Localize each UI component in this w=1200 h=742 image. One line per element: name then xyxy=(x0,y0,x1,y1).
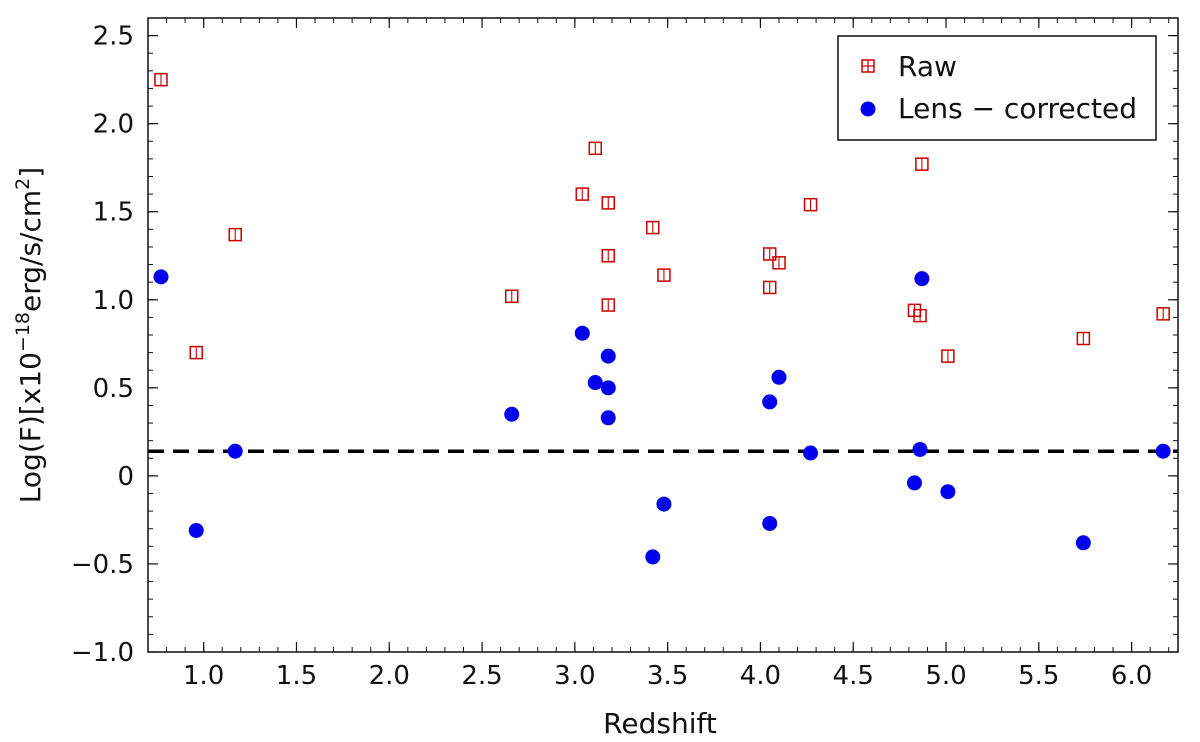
lens-corrected-point xyxy=(153,269,169,285)
lens-corrected-point xyxy=(600,410,616,426)
lens-corrected-point xyxy=(1155,443,1171,459)
y-axis-title: Log(F)[x10−18erg/s/cm2] xyxy=(12,167,47,503)
x-tick-label: 1.0 xyxy=(183,661,224,691)
lens-corrected-point xyxy=(940,484,956,500)
legend: Raw Lens − corrected xyxy=(837,35,1157,141)
lens-corrected-point xyxy=(504,406,520,422)
raw-point xyxy=(601,196,616,210)
legend-label-raw: Raw xyxy=(898,50,957,83)
axis-tick-labels: 1.0 1.5 2.0 2.5 3.0 3.5 4.0 4.5 5.0 5.5 6.0 −1.0 −0.… xyxy=(71,22,1152,691)
raw-point xyxy=(762,247,777,261)
axis-ticks xyxy=(147,17,1178,653)
x-axis-title: Redshift xyxy=(603,707,717,740)
x-tick-label: 4.5 xyxy=(833,661,874,691)
y-tick-label: 2.5 xyxy=(93,22,134,52)
lens-corrected-point xyxy=(771,369,787,385)
raw-point xyxy=(772,256,786,270)
raw-point xyxy=(588,141,603,156)
x-tick-label: 2.0 xyxy=(369,661,410,691)
lens-corrected-point xyxy=(600,348,616,364)
raw-point xyxy=(154,72,168,87)
x-tick-label: 4.0 xyxy=(740,661,781,691)
raw-point xyxy=(575,187,590,201)
lens-corrected-point xyxy=(912,441,928,457)
lens-corrected-point xyxy=(188,522,204,538)
raw-point xyxy=(228,227,242,242)
raw-point xyxy=(189,345,204,360)
lens-corrected-point xyxy=(227,443,243,459)
x-tick-label: 5.0 xyxy=(925,661,966,691)
x-tick-label: 3.5 xyxy=(647,661,688,691)
y-tick-label: 0.5 xyxy=(93,374,134,404)
data-points xyxy=(153,72,1171,565)
lens-corrected-point xyxy=(803,445,819,461)
lens-corrected-point xyxy=(600,380,616,396)
legend-box xyxy=(837,35,1157,141)
raw-point xyxy=(1076,331,1091,346)
lens-corrected-point xyxy=(656,496,672,512)
raw-point xyxy=(913,308,927,323)
y-tick-label: −0.5 xyxy=(71,550,134,580)
raw-point xyxy=(601,298,616,312)
x-tick-label: 3.0 xyxy=(554,661,595,691)
y-axis-title-exponent-2: 2 xyxy=(12,178,34,190)
raw-point xyxy=(803,197,818,212)
y-tick-label: 2.0 xyxy=(93,110,134,140)
lens-corrected-point xyxy=(1075,535,1091,551)
lens-corrected-point xyxy=(762,515,778,531)
y-tick-label: 0 xyxy=(117,462,134,492)
y-tick-label: 1.5 xyxy=(93,198,134,228)
lens-corrected-point xyxy=(762,394,778,410)
lens-corrected-point xyxy=(574,325,590,341)
y-tick-label: 1.0 xyxy=(93,286,134,316)
raw-point xyxy=(504,289,519,304)
legend-marker-raw xyxy=(861,59,875,73)
lens-corrected-point xyxy=(587,375,603,391)
raw-point xyxy=(646,220,660,235)
y-axis-title-suffix: ] xyxy=(14,167,47,178)
y-axis-title-exponent-1: −18 xyxy=(12,312,34,352)
lens-corrected-point xyxy=(645,549,661,565)
x-tick-label: 5.5 xyxy=(1018,661,1059,691)
raw-point xyxy=(601,249,616,263)
y-axis-title-prefix: Log(F)[x10 xyxy=(14,352,47,503)
lens-corrected-point xyxy=(906,475,922,491)
raw-point xyxy=(941,349,955,363)
legend-marker-lens-corrected xyxy=(860,101,876,117)
y-tick-label: −1.0 xyxy=(71,638,134,668)
x-tick-label: 6.0 xyxy=(1111,661,1152,691)
x-tick-label: 1.5 xyxy=(276,661,317,691)
raw-point xyxy=(762,280,777,295)
y-axis-title-middle: erg/s/cm xyxy=(14,190,47,312)
raw-point xyxy=(657,268,671,282)
legend-label-lens-corrected: Lens − corrected xyxy=(898,92,1137,125)
raw-point xyxy=(915,157,929,171)
raw-point xyxy=(1156,307,1170,321)
x-tick-label: 2.5 xyxy=(461,661,502,691)
lens-corrected-point xyxy=(914,271,930,287)
